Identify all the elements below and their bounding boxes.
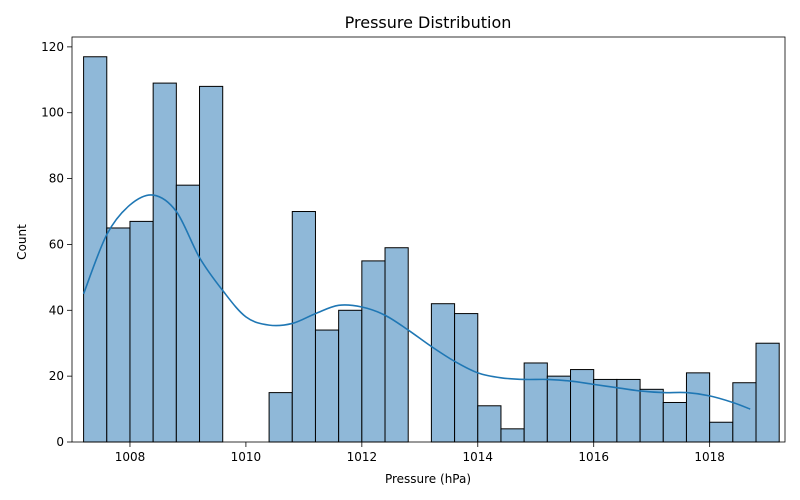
histogram-bar bbox=[755, 342, 780, 443]
histogram-bar bbox=[662, 401, 687, 443]
histogram-bar bbox=[83, 56, 108, 443]
y-tick-label: 40 bbox=[49, 303, 64, 317]
histogram-bar bbox=[593, 378, 618, 443]
y-tick-label: 80 bbox=[49, 172, 64, 186]
x-axis-ticks: 1008 1010 1012 1014 1016 1018 bbox=[115, 442, 725, 464]
x-tick-label: 1012 bbox=[347, 450, 378, 464]
histogram-bar bbox=[523, 362, 548, 443]
x-axis-label: Pressure (hPa) bbox=[385, 472, 471, 486]
histogram-bar bbox=[314, 329, 340, 443]
y-tick-label: 0 bbox=[56, 435, 64, 449]
histogram-bar bbox=[361, 260, 386, 443]
histogram-bar bbox=[291, 211, 316, 443]
x-tick-label: 1008 bbox=[115, 450, 146, 464]
plot-frame bbox=[71, 36, 786, 443]
histogram-bar bbox=[454, 313, 479, 443]
histogram-bar bbox=[129, 220, 154, 443]
histogram-bar bbox=[152, 82, 177, 443]
kde-curve bbox=[82, 194, 751, 410]
histogram-bar bbox=[430, 303, 456, 443]
x-tick-label: 1018 bbox=[694, 450, 725, 464]
y-tick-label: 60 bbox=[49, 237, 64, 251]
histogram-bar bbox=[685, 372, 711, 443]
histogram-bar bbox=[500, 428, 525, 443]
histogram-bar bbox=[732, 382, 757, 443]
y-tick-label: 20 bbox=[49, 369, 64, 383]
y-axis-ticks: 0 20 40 60 80 100 120 bbox=[41, 40, 72, 449]
chart-title: Pressure Distribution bbox=[345, 13, 512, 32]
x-tick-label: 1010 bbox=[231, 450, 262, 464]
histogram-bar bbox=[268, 392, 293, 443]
y-tick-label: 120 bbox=[41, 40, 64, 54]
histogram-bar bbox=[639, 388, 664, 443]
histogram-bars bbox=[83, 56, 780, 443]
histogram-bar bbox=[709, 421, 734, 443]
histogram-bar bbox=[546, 375, 572, 443]
y-axis-label: Count bbox=[15, 224, 29, 260]
y-tick-label: 100 bbox=[41, 106, 64, 120]
histogram-bar bbox=[175, 184, 201, 443]
histogram-bar bbox=[477, 405, 502, 443]
histogram-bar bbox=[106, 227, 131, 443]
x-tick-label: 1014 bbox=[462, 450, 493, 464]
histogram-bar bbox=[384, 247, 409, 443]
histogram-bar bbox=[570, 369, 595, 443]
x-tick-label: 1016 bbox=[578, 450, 609, 464]
histogram-bar bbox=[338, 309, 363, 443]
